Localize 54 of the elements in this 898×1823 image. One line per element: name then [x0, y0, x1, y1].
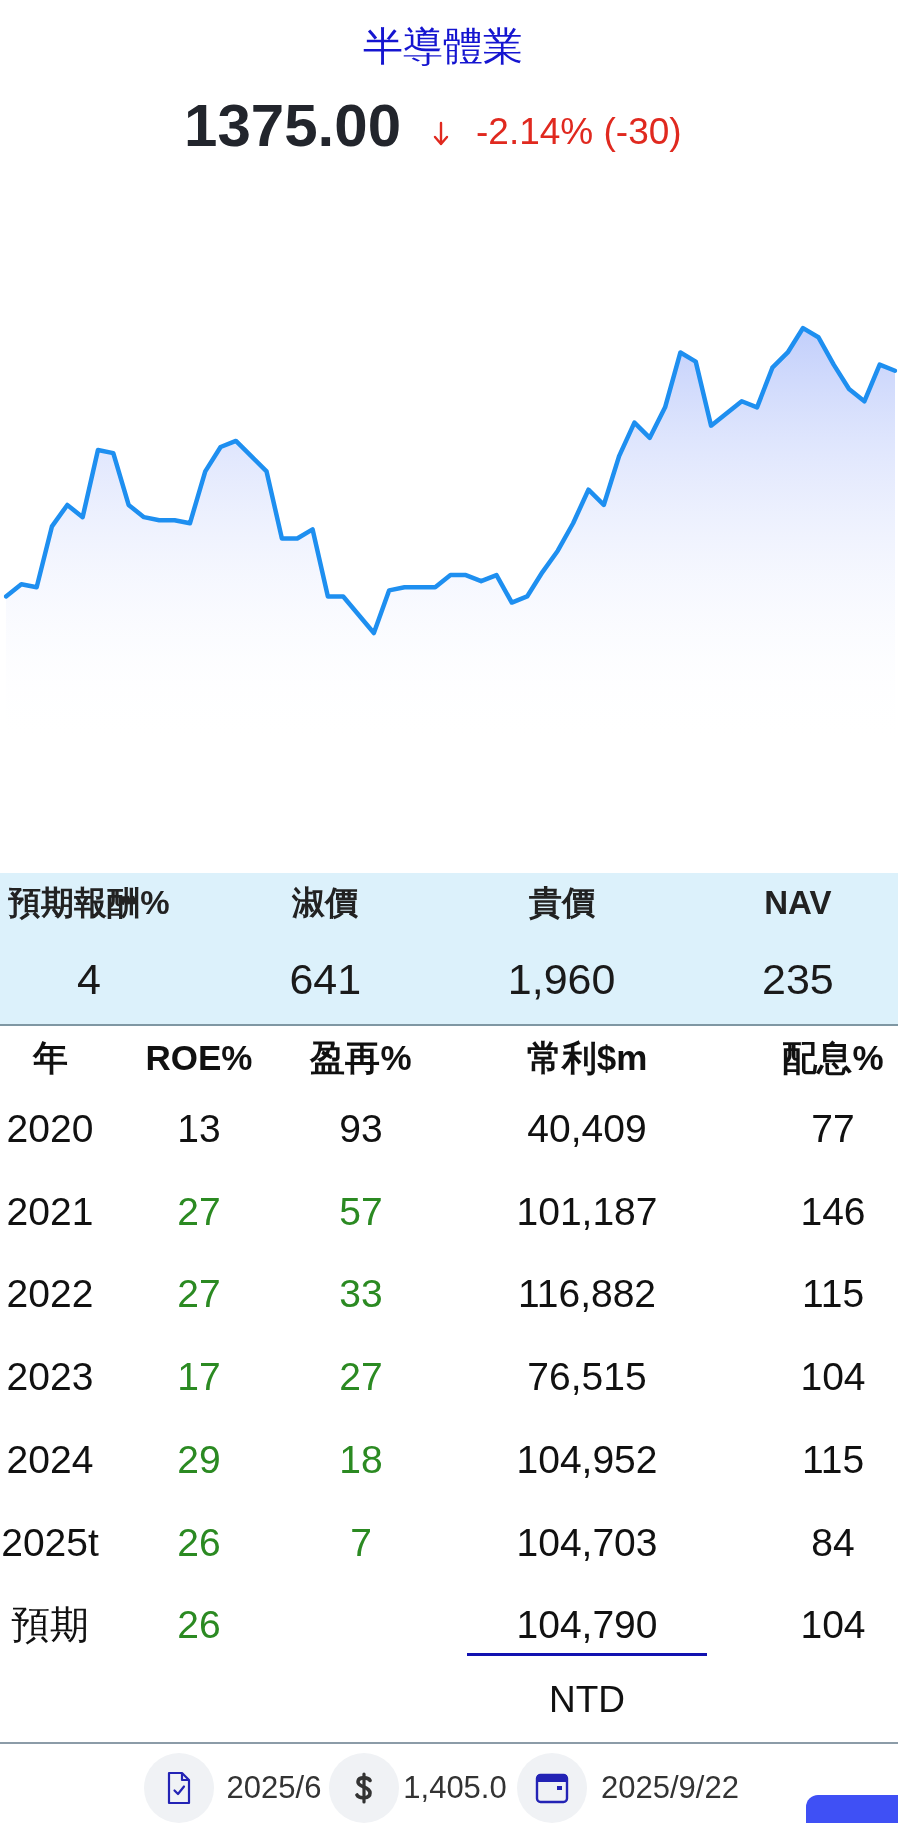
data-label: 27: [177, 1271, 221, 1316]
category-label: NAV: [764, 883, 832, 922]
data-label: 33: [339, 1271, 383, 1316]
text: 2025/9/22: [601, 1769, 739, 1806]
text: 1,405.0: [403, 1769, 507, 1806]
data-label: 27: [339, 1354, 383, 1399]
y-axis-title: 年: [32, 1037, 68, 1078]
data-label: 104,703: [516, 1520, 658, 1564]
y-tick-label: 2022: [6, 1271, 94, 1316]
data-label: 40,409: [527, 1106, 647, 1151]
data-label: 235: [762, 955, 834, 1004]
category-label: 淑價: [292, 883, 359, 922]
y-tick-label: 2021: [6, 1189, 94, 1234]
x-tick-label: ROE%: [145, 1037, 253, 1078]
data-label: 146: [800, 1189, 866, 1234]
x-tick-label: 盈再%: [310, 1037, 412, 1078]
data-label: 77: [811, 1106, 855, 1151]
data-label: 104,790: [516, 1602, 658, 1647]
data-label: 29: [177, 1437, 221, 1482]
data-label: 641: [289, 955, 362, 1004]
data-label: 57: [339, 1189, 383, 1234]
data-label: 18: [339, 1437, 383, 1482]
text: -2.14% (-30): [476, 110, 682, 153]
data-label: 13: [177, 1106, 221, 1151]
y-tick-label: 2023: [6, 1354, 94, 1399]
text: NTD: [548, 1678, 626, 1721]
data-label: 1,960: [507, 955, 616, 1004]
y-tick-label: 2025t: [1, 1520, 99, 1564]
data-label: 115: [801, 1437, 865, 1482]
data-label: 93: [339, 1106, 383, 1151]
y-tick-label: 2020: [6, 1106, 94, 1151]
text: 2025/6: [226, 1769, 322, 1806]
data-label: 26: [177, 1602, 221, 1647]
category-label: 貴價: [528, 883, 595, 922]
y-tick-label: 2024: [6, 1437, 94, 1482]
data-label: 115: [801, 1271, 865, 1316]
chart-title: 半導體業: [363, 24, 523, 68]
data-label: 27: [177, 1189, 221, 1234]
data-label: 116,882: [517, 1271, 657, 1316]
data-label: 104: [800, 1354, 866, 1399]
data-label: 26: [177, 1520, 221, 1564]
x-tick-label: 配息%: [782, 1037, 884, 1078]
data-label: 104,952: [516, 1437, 658, 1482]
data-label: 17: [177, 1354, 221, 1399]
category-label: 預期報酬%: [8, 883, 170, 922]
data-label: 101,187: [516, 1189, 658, 1234]
y-tick-label: 預期: [11, 1602, 89, 1647]
data-label: 104: [800, 1602, 866, 1647]
data-label: 7: [350, 1520, 372, 1564]
x-tick-label: 常利$m: [526, 1037, 648, 1078]
data-label: 4: [77, 955, 101, 1004]
text: 1375.00: [184, 92, 401, 159]
data-label: 84: [811, 1520, 855, 1564]
data-label: 76,515: [527, 1354, 647, 1399]
